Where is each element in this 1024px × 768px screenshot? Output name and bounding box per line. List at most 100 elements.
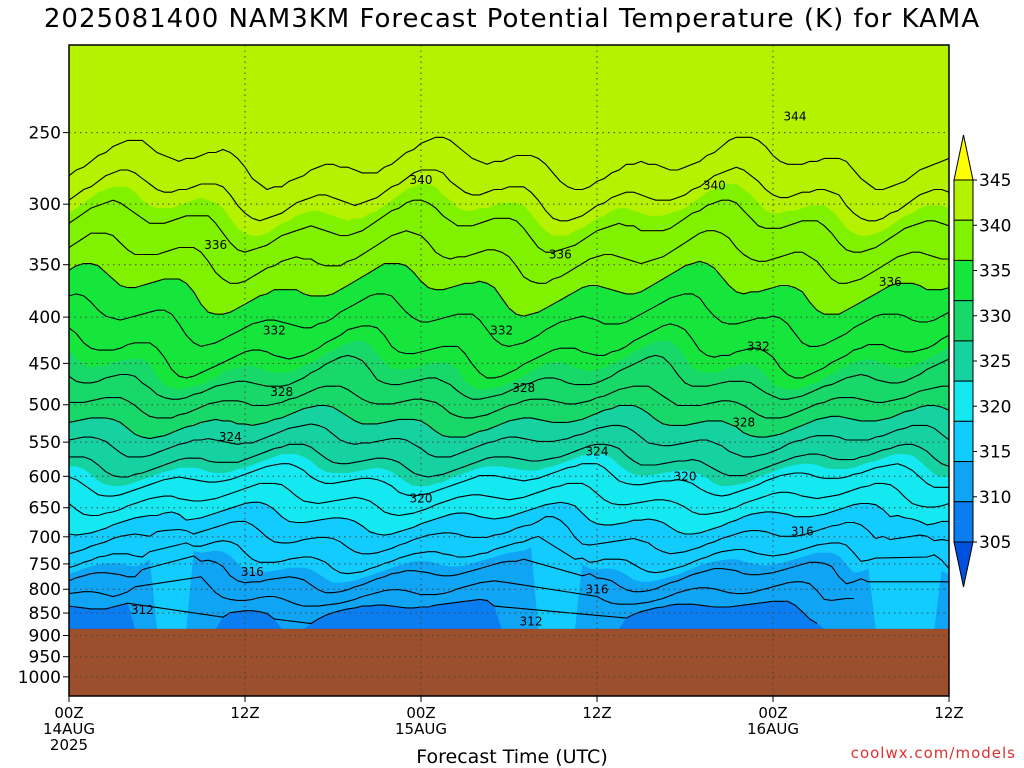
ground-layer (69, 628, 949, 696)
contour-line-334 (69, 354, 949, 400)
contour-label: 332 (490, 324, 513, 338)
colorbar-segment (953, 501, 974, 543)
grid-lines (69, 45, 949, 696)
colorbar-segment (953, 380, 974, 422)
y-tick-label: 600 (29, 467, 61, 487)
x-tick-label: 16AUG (747, 720, 799, 738)
contour-line-344 (69, 199, 949, 253)
y-tick-label: 900 (29, 626, 61, 646)
contour-line-336 (69, 323, 949, 379)
contour-line-314 (69, 555, 949, 594)
contour-line-324 (69, 463, 949, 497)
y-tick-label: 700 (29, 528, 61, 548)
colorbar-segment (953, 179, 974, 221)
colorbar-label: 330 (979, 307, 1011, 327)
colorbar-label: 325 (979, 352, 1011, 372)
contour-label: 336 (549, 247, 572, 261)
x-tick-label: 12Z (934, 704, 963, 722)
x-tick-label: 12Z (582, 704, 611, 722)
colorbar-label: 335 (979, 262, 1011, 282)
contour-line-316 (69, 535, 949, 575)
contour-label: 336 (204, 238, 227, 252)
y-tick-label: 950 (29, 648, 61, 668)
contour-fill-bands (69, 0, 949, 696)
y-tick-label: 1000 (18, 668, 61, 688)
colorbar-label: 310 (979, 488, 1011, 508)
colorbar-segment (953, 219, 974, 261)
colorbar-segment (953, 300, 974, 342)
x-tick-label: 00Z (406, 704, 435, 722)
colorbar-segment (953, 259, 974, 302)
colorbar-segment (953, 340, 974, 382)
contour-label: 340 (410, 173, 433, 187)
contour-label: 324 (219, 430, 242, 444)
y-tick-label: 450 (29, 354, 61, 374)
colorbar-label: 320 (979, 397, 1011, 417)
x-tick-label: 00Z (54, 704, 83, 722)
contour-label: 328 (732, 415, 755, 429)
y-tick-label: 250 (29, 124, 61, 144)
chart-title: 2025081400 NAM3KM Forecast Potential Tem… (43, 4, 981, 34)
y-tick-label: 350 (29, 256, 61, 276)
contour-line-322 (69, 482, 949, 517)
watermark-text: coolwx.com/models (850, 744, 1016, 762)
contour-lines (69, 136, 949, 625)
x-axis-title: Forecast Time (UTC) (416, 746, 608, 768)
contour-label: 332 (263, 324, 286, 338)
contour-line-340 (69, 260, 949, 317)
contour-label: 328 (270, 385, 293, 399)
contour-band-9 (69, 45, 949, 236)
contour-label: 316 (241, 565, 264, 579)
colorbar-label: 345 (979, 171, 1011, 191)
y-tick-label: 750 (29, 555, 61, 575)
y-tick-label: 550 (29, 433, 61, 453)
contour-label: 332 (747, 339, 770, 353)
contour-label: 316 (791, 525, 814, 539)
x-tick-label: 14AUG (43, 720, 95, 738)
contour-label: 344 (784, 110, 807, 124)
contour-line-328 (69, 423, 949, 458)
x-tick-label: 2025 (50, 736, 88, 754)
contour-line-318 (69, 516, 949, 555)
x-tick-label: 15AUG (395, 720, 447, 738)
contour-line-326 (69, 443, 949, 478)
y-tick-label: 650 (29, 499, 61, 519)
colorbar-label: 315 (979, 443, 1011, 463)
contour-line-320 (69, 501, 949, 536)
colorbar-bottom-arrow (953, 541, 974, 588)
contour-label: 320 (674, 469, 697, 483)
y-tick-label: 300 (29, 195, 61, 215)
contour-line-342 (69, 230, 949, 284)
contour-label: 316 (586, 583, 609, 597)
contour-line-310 (69, 598, 818, 625)
contour-label: 324 (586, 444, 609, 458)
contour-label: 312 (131, 603, 154, 617)
contour-line-338 (69, 293, 949, 347)
contour-labels: 344 340 340 336 336 336 332 332 332 328 328 328 324 3… (131, 110, 902, 629)
colorbar-label: 305 (979, 533, 1011, 553)
y-tick-label: 400 (29, 308, 61, 328)
y-tick-label: 500 (29, 396, 61, 416)
colorbar: 305 310 315 320 325 330 335 340 345 (953, 134, 1011, 588)
y-tick-label: 800 (29, 580, 61, 600)
contour-band-10 (69, 0, 949, 35)
contour-label: 340 (703, 178, 726, 192)
contour-label: 320 (410, 492, 433, 506)
x-tick-label: 12Z (230, 704, 259, 722)
contour-label: 328 (512, 381, 535, 395)
contour-label: 312 (520, 614, 543, 628)
colorbar-label: 340 (979, 216, 1011, 236)
contour-label: 336 (879, 275, 902, 289)
colorbar-segment (953, 461, 974, 503)
contour-line-312 (69, 576, 854, 607)
y-axis: 2503003504004505005506006507007508008509… (18, 124, 69, 688)
x-tick-label: 00Z (758, 704, 787, 722)
colorbar-top-arrow (953, 134, 974, 181)
plot-frame (68, 44, 950, 697)
contour-line-332 (69, 385, 949, 419)
contour-line-330 (69, 404, 949, 440)
colorbar-segment (953, 420, 974, 463)
y-tick-label: 850 (29, 604, 61, 624)
